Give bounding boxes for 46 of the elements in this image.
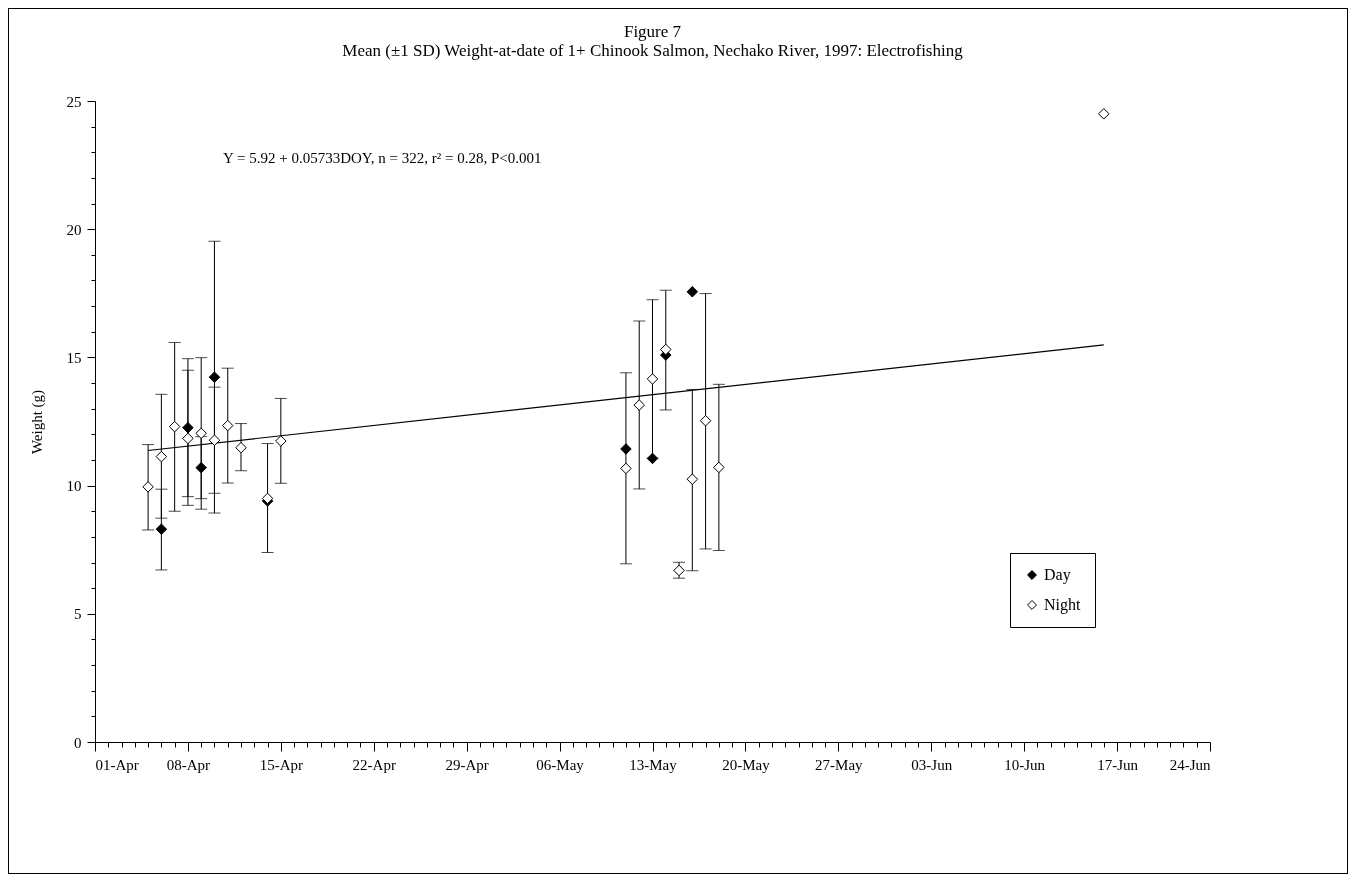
x-tick-label: 24-Jun [1169,756,1211,773]
x-tick-label: 08-Apr [166,756,211,773]
point [686,473,699,485]
chart-subtitle: Mean (±1 SD) Weight-at-date of 1+ Chinook Salmon, Nechako River, 1997: Electrofishing [342,41,964,60]
point [646,373,659,385]
x-tick-label: 10-Jun [1004,756,1046,773]
point [208,371,221,383]
point [633,399,645,411]
x-tick-label: 29-Apr [445,756,489,773]
point [182,432,194,445]
point [168,420,181,433]
point [221,419,234,432]
point [686,286,699,298]
point [155,450,168,463]
point [208,434,221,446]
x-tick-label: 01-Apr [95,756,139,773]
x-tick-label: 03-Jun [911,756,953,773]
point [660,343,672,356]
point [713,461,725,474]
x-tick-label: 17-Jun [1097,756,1139,773]
point [155,523,168,535]
point [1098,108,1110,120]
x-tick-label: 06-May [536,756,585,773]
y-axis-title: Weight (g) [28,389,46,455]
y-tick-label: 5 [74,606,82,623]
x-tick-label: 15-Apr [259,756,303,773]
point [699,414,712,427]
point [195,427,207,440]
point [275,435,287,447]
point [620,462,632,475]
legend-label: Day [1044,566,1071,584]
annotation: Y = 5.92 + 0.05733DOY, n = 322, r² = 0.28, P<0.001 [223,150,542,166]
point [235,441,247,454]
y-tick-label: 15 [66,349,82,366]
y-tick-label: 0 [74,734,82,751]
x-tick-label: 27-May [815,756,864,773]
y-tick-label: 25 [66,93,82,110]
y-tick-label: 20 [66,221,82,238]
x-tick-label: 20-May [722,756,771,773]
legend-label: Night [1044,596,1081,614]
chart-title: Figure 7 [623,22,682,41]
point [646,452,659,465]
x-tick-label: 13-May [629,756,678,773]
y-tick-label: 10 [66,478,82,495]
point [142,481,154,493]
x-tick-label: 22-Apr [352,756,396,773]
